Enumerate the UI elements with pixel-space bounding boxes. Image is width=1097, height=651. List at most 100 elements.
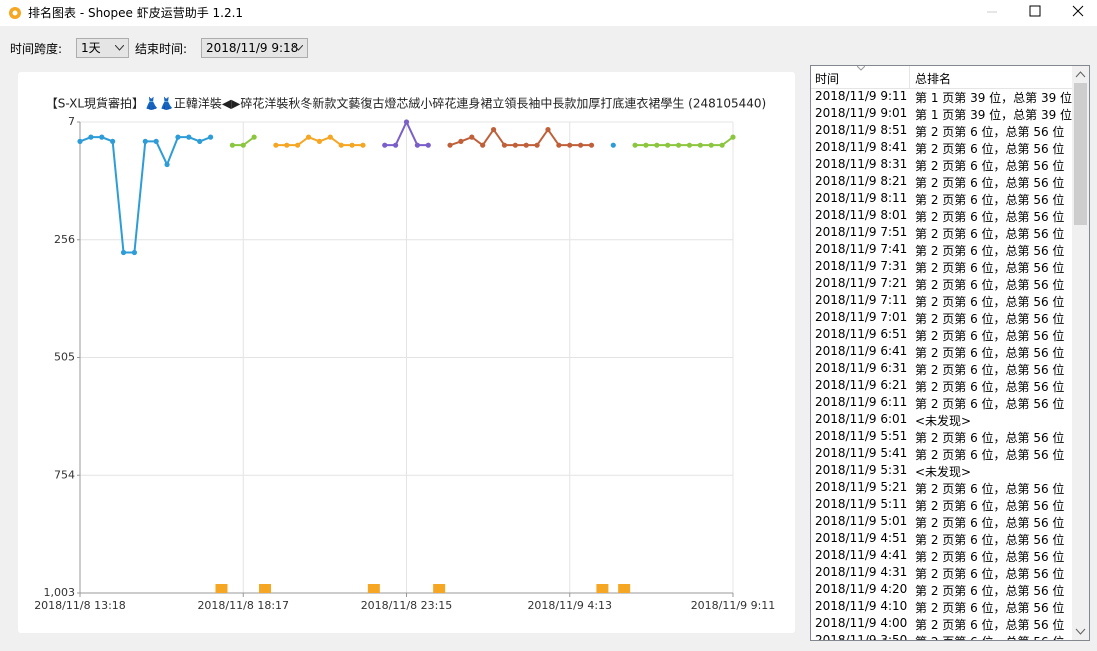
table-row[interactable]: 2018/11/9 4:20 第 2 页第 6 位，总第 56 位 [811, 581, 1073, 598]
end-select[interactable]: 2018/11/9 9:18 [201, 38, 308, 58]
x-tick-label: 2018/11/8 23:15 [361, 599, 453, 612]
chart: 【S-XL現貨審拍】👗👗正韓洋裝◀▶碎花洋裝秋冬新款文藝復古燈芯絨小碎花連身裙立… [34, 96, 775, 613]
point [284, 142, 290, 148]
table-cell: 2018/11/9 4:00 [815, 616, 908, 630]
point [197, 138, 203, 144]
point [229, 142, 235, 148]
table-row[interactable]: 2018/11/9 8:31 第 2 页第 6 位，总第 56 位 [811, 156, 1073, 173]
scroll-thumb[interactable] [1074, 83, 1087, 225]
table-cell: 2018/11/9 5:11 [815, 497, 908, 511]
point [556, 142, 562, 148]
point [567, 142, 573, 148]
point [164, 161, 170, 168]
point [523, 142, 529, 148]
point [131, 249, 138, 256]
y-tick-label: 1,003 [44, 586, 76, 599]
table-row[interactable]: 2018/11/9 6:51 第 2 页第 6 位，总第 56 位 [811, 326, 1073, 343]
table-row[interactable]: 2018/11/9 8:01 第 2 页第 6 位，总第 56 位 [811, 207, 1073, 224]
point [512, 142, 518, 148]
span-label: 时间跨度: [10, 42, 63, 56]
table-row[interactable]: 2018/11/9 5:51 第 2 页第 6 位，总第 56 位 [811, 428, 1073, 445]
missing-marker [596, 584, 609, 593]
table-row[interactable]: 2018/11/9 7:41 第 2 页第 6 位，总第 56 位 [811, 241, 1073, 258]
table-cell: 第 2 页第 6 位，总第 56 位 [915, 448, 1065, 462]
table-row[interactable]: 2018/11/9 8:51 第 2 页第 6 位，总第 56 位 [811, 122, 1073, 139]
table-cell: 2018/11/9 4:20 [815, 582, 908, 596]
table-cell: 2018/11/9 6:31 [815, 361, 908, 375]
table-cell: 第 2 页第 6 位，总第 56 位 [915, 533, 1065, 547]
table-row[interactable]: 2018/11/9 4:31 第 2 页第 6 位，总第 56 位 [811, 564, 1073, 581]
table-row[interactable]: 2018/11/9 3:50 第 2 页第 6 位，总第 56 位 [811, 632, 1073, 640]
table-cell: 第 2 页第 6 位，总第 56 位 [915, 329, 1065, 343]
span-select[interactable]: 1天 [76, 38, 129, 58]
point [338, 142, 344, 148]
table-cell: 2018/11/9 6:21 [815, 378, 908, 392]
x-tick-label: 2018/11/8 13:18 [34, 599, 126, 612]
point [175, 134, 181, 140]
missing-marker [259, 584, 272, 593]
window-title: 排名图表 - Shopee 虾皮运营助手 1.2.1 [28, 6, 244, 20]
table-row[interactable]: 2018/11/9 7:11 第 2 页第 6 位，总第 56 位 [811, 292, 1073, 309]
table-row[interactable]: 2018/11/9 7:51 第 2 页第 6 位，总第 56 位 [811, 224, 1073, 241]
table-cell: 2018/11/9 4:41 [815, 548, 908, 562]
table-row[interactable]: 2018/11/9 8:41 第 2 页第 6 位，总第 56 位 [811, 139, 1073, 156]
table-row[interactable]: 2018/11/9 4:41 第 2 页第 6 位，总第 56 位 [811, 547, 1073, 564]
point [295, 142, 301, 148]
table-row[interactable]: 2018/11/9 5:01 第 2 页第 6 位，总第 56 位 [811, 513, 1073, 530]
table-row[interactable]: 2018/11/9 7:21 第 2 页第 6 位，总第 56 位 [811, 275, 1073, 292]
chart-panel: 【S-XL現貨審拍】👗👗正韓洋裝◀▶碎花洋裝秋冬新款文藝復古燈芯絨小碎花連身裙立… [18, 72, 795, 633]
point [208, 134, 214, 140]
table-row[interactable]: 2018/11/9 8:21 第 2 页第 6 位，总第 56 位 [811, 173, 1073, 190]
table-cell: 第 1 页第 39 位，总第 39 位 [915, 91, 1073, 105]
table-row[interactable]: 2018/11/9 6:01 <未发现> [811, 411, 1073, 428]
table-row[interactable]: 2018/11/9 6:11 第 2 页第 6 位，总第 56 位 [811, 394, 1073, 411]
table-row[interactable]: 2018/11/9 4:51 第 2 页第 6 位，总第 56 位 [811, 530, 1073, 547]
table-cell: 第 2 页第 6 位，总第 56 位 [915, 346, 1065, 360]
table-row[interactable]: 2018/11/9 4:00 第 2 页第 6 位，总第 56 位 [811, 615, 1073, 632]
title-bar: 排名图表 - Shopee 虾皮运营助手 1.2.1 [0, 0, 1097, 26]
table-row[interactable]: 2018/11/9 7:31 第 2 页第 6 位，总第 56 位 [811, 258, 1073, 275]
table-row[interactable]: 2018/11/9 5:41 第 2 页第 6 位，总第 56 位 [811, 445, 1073, 462]
point [382, 142, 388, 148]
table-row[interactable]: 2018/11/9 5:11 第 2 页第 6 位，总第 56 位 [811, 496, 1073, 513]
table-row[interactable]: 2018/11/9 5:21 第 2 页第 6 位，总第 56 位 [811, 479, 1073, 496]
table-cell: 2018/11/9 6:11 [815, 395, 908, 409]
table-cell: 2018/11/9 5:01 [815, 514, 908, 528]
table-cell: 第 2 页第 6 位，总第 56 位 [915, 363, 1065, 377]
table-cell: 2018/11/9 8:11 [815, 191, 908, 205]
table-row[interactable]: 2018/11/9 4:10 第 2 页第 6 位，总第 56 位 [811, 598, 1073, 615]
scroll-up[interactable] [1072, 66, 1089, 83]
header-cell[interactable]: 总排名 [915, 72, 952, 86]
table-cell: 2018/11/9 9:01 [815, 106, 908, 120]
point [240, 142, 246, 148]
point [665, 142, 671, 148]
point [610, 142, 616, 148]
table-cell: 2018/11/9 5:31 [815, 463, 908, 477]
point [153, 138, 159, 144]
table-row[interactable]: 2018/11/9 9:11 第 1 页第 39 位，总第 39 位 [811, 88, 1073, 105]
scrollbar[interactable] [1072, 66, 1089, 640]
point [469, 134, 475, 140]
point [186, 134, 192, 140]
window-buttons[interactable] [977, 0, 1097, 26]
table-cell: 第 2 页第 6 位，总第 56 位 [915, 567, 1065, 581]
table-row[interactable]: 2018/11/9 7:01 第 2 页第 6 位，总第 56 位 [811, 309, 1073, 326]
table-row[interactable]: 2018/11/9 6:41 第 2 页第 6 位，总第 56 位 [811, 343, 1073, 360]
point [142, 138, 148, 144]
table-row[interactable]: 2018/11/9 6:21 第 2 页第 6 位，总第 56 位 [811, 377, 1073, 394]
table-row[interactable]: 2018/11/9 9:01 第 1 页第 39 位，总第 39 位 [811, 105, 1073, 122]
table-row[interactable]: 2018/11/9 5:31 <未发现> [811, 462, 1073, 479]
point [686, 142, 693, 148]
scroll-down[interactable] [1072, 623, 1089, 640]
span-value: 1天 [81, 41, 101, 55]
chart-title: 【S-XL現貨審拍】👗👗正韓洋裝◀▶碎花洋裝秋冬新款文藝復古燈芯絨小碎花連身裙立… [46, 96, 767, 111]
table-cell: 2018/11/9 4:51 [815, 531, 908, 545]
line-segment [79, 136, 211, 254]
table-cell: 2018/11/9 8:51 [815, 123, 908, 137]
header-cell[interactable]: 时间 [815, 72, 840, 86]
line-segment [635, 136, 734, 147]
table-row[interactable]: 2018/11/9 6:31 第 2 页第 6 位，总第 56 位 [811, 360, 1073, 377]
point [403, 119, 410, 125]
table-cell: 第 2 页第 6 位，总第 56 位 [915, 312, 1065, 326]
table-row[interactable]: 2018/11/9 8:11 第 2 页第 6 位，总第 56 位 [811, 190, 1073, 207]
